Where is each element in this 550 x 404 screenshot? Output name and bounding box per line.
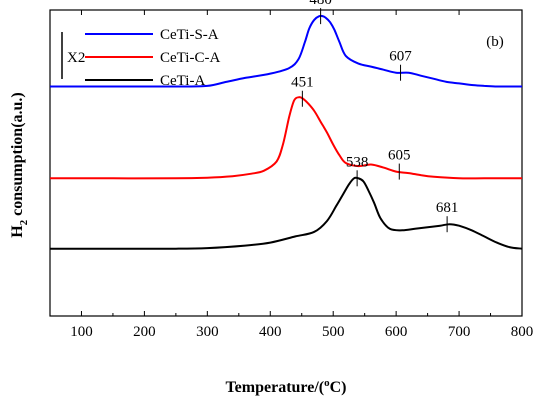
peak-label: 605	[388, 148, 411, 164]
x-tick-label: 100	[70, 324, 93, 340]
series-layer	[49, 14, 523, 250]
x-tick-label: 800	[511, 324, 534, 340]
panel-label: (b)	[486, 34, 504, 50]
x-tick-label: 600	[385, 324, 408, 340]
x-tick-label: 200	[133, 324, 156, 340]
y-axis-title-pre: H	[9, 225, 26, 238]
x-tick-label: 500	[322, 324, 345, 340]
x-tick-label: 300	[196, 324, 219, 340]
x-tick-label: 700	[448, 324, 471, 340]
annotation-layer: 480 607 451 605 538 681	[291, 0, 459, 233]
x-axis-title: Temperature/(oC)	[225, 377, 346, 396]
series-line-ceti-c-a	[49, 96, 522, 180]
x-axis-title-main: Temperature/(	[225, 379, 324, 396]
x-axis: 100 200 300 400 500 600 700 800	[49, 10, 534, 340]
legend: CeTi-S-A CeTi-C-A CeTi-A	[85, 27, 220, 89]
series-line-ceti-a	[50, 176, 523, 250]
peak-label: 607	[389, 49, 412, 65]
series-line-ceti-s-a	[50, 14, 522, 88]
y-axis-title-post: consumption(a.u.)	[9, 92, 26, 220]
y-axis-title-sub: 2	[18, 219, 30, 225]
x-axis-title-sup: o	[324, 377, 330, 389]
legend-label: CeTi-C-A	[160, 50, 220, 66]
peak-label: 538	[346, 154, 369, 170]
peak-label: 451	[291, 75, 314, 91]
legend-label: CeTi-A	[160, 73, 205, 89]
scale-bar-label: X2	[67, 50, 85, 66]
x-tick-label: 400	[259, 324, 282, 340]
legend-label: CeTi-S-A	[160, 27, 219, 43]
peak-label: 480	[309, 0, 332, 8]
peak-label: 681	[436, 200, 459, 216]
x-axis-title-tail: C)	[330, 379, 347, 396]
plot-frame	[49, 9, 523, 317]
plot-area: 480 607 451 605 538 681	[49, 0, 523, 317]
y-axis-title: H2 consumption(a.u.)	[9, 92, 30, 238]
